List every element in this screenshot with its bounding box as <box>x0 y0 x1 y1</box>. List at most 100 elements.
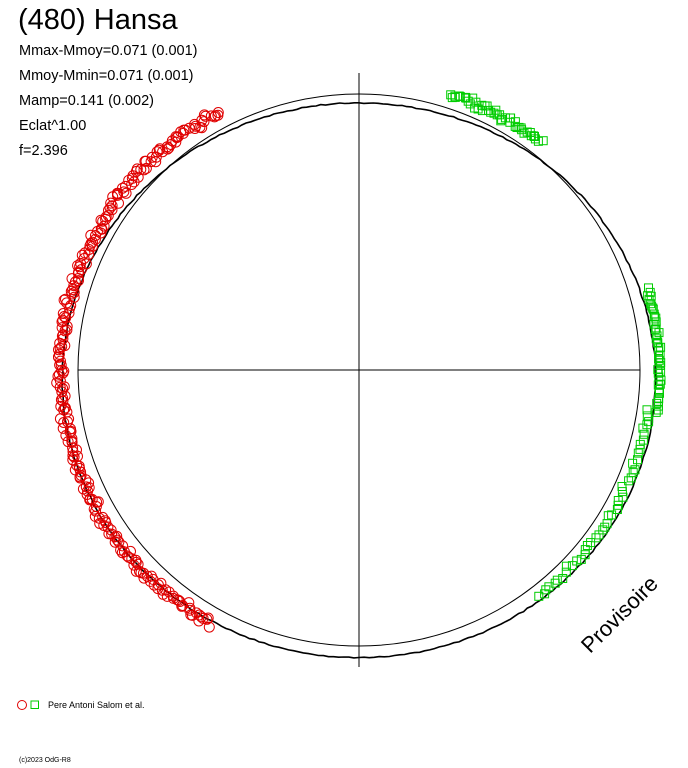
data-point-circle <box>194 121 206 133</box>
data-point-square <box>642 420 652 430</box>
data-point-square <box>654 401 663 411</box>
data-point-square <box>505 113 515 123</box>
data-point-circle <box>183 597 195 609</box>
data-point-square <box>628 468 638 478</box>
data-point-circle <box>84 240 96 252</box>
data-point-square <box>656 375 666 385</box>
data-point-circle <box>57 392 69 404</box>
data-point-square <box>512 123 522 132</box>
data-point-circle <box>105 197 117 209</box>
data-point-circle <box>201 613 213 625</box>
data-point-square <box>652 398 662 408</box>
data-point-square <box>654 343 664 353</box>
data-point-circle <box>58 381 70 393</box>
data-point-circle <box>104 202 116 214</box>
data-point-square <box>607 510 617 520</box>
data-point-square <box>461 92 470 102</box>
data-point-square <box>617 482 627 491</box>
data-point-circle <box>59 390 71 402</box>
data-point-square <box>541 585 551 595</box>
data-point-circle <box>140 162 152 174</box>
legend-markers <box>17 700 39 710</box>
copyright-credit: (c)2023 OdG-R8 <box>19 757 71 764</box>
data-point-square <box>561 561 571 571</box>
data-point-circle <box>113 197 124 209</box>
data-point-circle <box>100 213 112 225</box>
chart-title: (480) Hansa <box>18 4 178 36</box>
legend-circle-icon <box>17 700 27 710</box>
data-point-square <box>591 533 601 543</box>
stat-mmoy-mmin: Mmoy-Mmin=0.071 (0.001) <box>19 68 194 84</box>
data-point-circle <box>95 227 107 239</box>
data-point-circle <box>97 215 109 227</box>
data-point-circle <box>128 559 140 571</box>
data-point-circle <box>138 572 150 584</box>
data-point-circle <box>53 368 65 380</box>
data-point-circle <box>87 236 98 248</box>
data-point-square <box>654 396 663 406</box>
data-point-circle <box>82 485 94 497</box>
data-point-square <box>651 407 661 417</box>
data-point-square <box>603 511 613 521</box>
data-point-square <box>617 487 627 497</box>
data-point-circle <box>120 180 131 192</box>
data-point-square <box>538 136 548 146</box>
data-point-circle <box>130 565 142 577</box>
data-point-square <box>642 405 652 415</box>
data-point-square <box>552 575 562 585</box>
data-point-circle <box>126 179 138 190</box>
data-point-square <box>624 476 634 486</box>
data-point-circle <box>66 273 78 285</box>
data-point-circle <box>198 109 210 121</box>
data-point-square <box>580 550 590 560</box>
legend-observers: Pere Antoni Salom et al. <box>48 700 145 710</box>
data-point-square <box>654 394 664 404</box>
data-point-circle <box>54 343 66 354</box>
data-point-square <box>613 496 623 505</box>
data-point-circle <box>72 260 84 272</box>
data-points <box>51 90 666 633</box>
data-point-circle <box>56 386 68 398</box>
data-point-circle <box>138 567 149 579</box>
data-point-circle <box>79 247 91 259</box>
data-point-square <box>633 455 642 465</box>
data-point-square <box>648 304 658 314</box>
data-point-square <box>491 105 501 115</box>
data-point-circle <box>97 511 109 523</box>
data-point-square <box>642 411 652 421</box>
data-point-square <box>492 110 502 120</box>
data-point-square <box>626 473 636 483</box>
data-point-circle <box>55 355 66 367</box>
data-point-square <box>534 591 544 601</box>
data-point-circle <box>203 621 215 633</box>
data-point-square <box>644 283 653 293</box>
data-point-circle <box>113 536 125 548</box>
data-point-square <box>480 101 490 111</box>
data-point-circle <box>67 450 79 462</box>
data-point-circle <box>74 472 86 484</box>
data-point-circle <box>132 558 144 570</box>
data-point-circle <box>60 312 72 324</box>
data-point-square <box>561 567 571 577</box>
data-point-circle <box>53 344 64 356</box>
data-point-circle <box>205 110 217 122</box>
data-point-circle <box>74 261 86 273</box>
data-point-square <box>447 93 457 103</box>
data-point-circle <box>153 144 165 156</box>
data-point-circle <box>58 294 70 306</box>
data-point-circle <box>89 233 101 245</box>
data-point-square <box>644 417 654 427</box>
data-point-circle <box>195 611 207 623</box>
stat-mamp: Mamp=0.141 (0.002) <box>19 93 155 109</box>
data-point-circle <box>138 164 150 176</box>
data-point-square <box>550 578 560 588</box>
legend: Pere Antoni Salom et al. <box>16 699 145 711</box>
data-point-circle <box>170 131 182 143</box>
data-point-circle <box>120 187 132 199</box>
data-point-square <box>613 500 623 510</box>
data-point-circle <box>200 110 211 122</box>
data-point-circle <box>118 186 130 198</box>
data-point-circle <box>98 220 110 232</box>
stat-frequency: f=2.396 <box>19 143 68 159</box>
data-point-circle <box>90 505 102 517</box>
